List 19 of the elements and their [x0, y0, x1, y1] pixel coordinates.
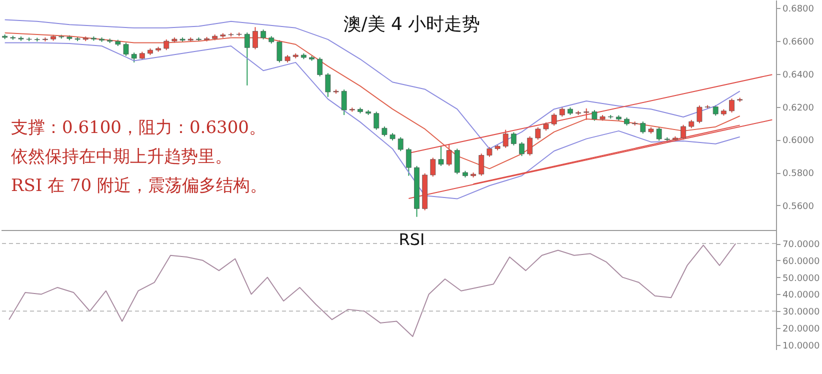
- annotation: 依然保持在中期上升趋势里。: [11, 147, 232, 167]
- y-tick-label: 0.6800: [782, 4, 814, 15]
- y-tick-label: 20.0000: [782, 324, 820, 335]
- text: 澳/美 4 小时走势: [343, 14, 480, 35]
- annotation: 支撑：0.6100，阻力：0.6300。: [11, 118, 266, 138]
- y-tick-label: 0.5600: [782, 202, 814, 212]
- y-tick-label: 50.0000: [782, 274, 820, 284]
- y-tick-label: 0.6400: [782, 70, 814, 80]
- y-tick-label: 30.0000: [782, 308, 820, 318]
- y-tick-label: 0.6000: [782, 136, 814, 146]
- y-tick-label: 0.5800: [782, 169, 814, 179]
- annotation: RSI 在 70 附近，震荡偏多结构。: [11, 176, 268, 196]
- y-tick-label: 70.0000: [782, 240, 820, 250]
- y-tick-label: 10.0000: [782, 341, 820, 352]
- y-tick-label: 0.6600: [782, 38, 814, 48]
- y-tick-label: 0.6200: [782, 103, 814, 114]
- y-tick-label: 40.0000: [782, 290, 820, 301]
- y-tick-label: 60.0000: [782, 256, 820, 267]
- chart-title: RSI: [398, 230, 425, 249]
